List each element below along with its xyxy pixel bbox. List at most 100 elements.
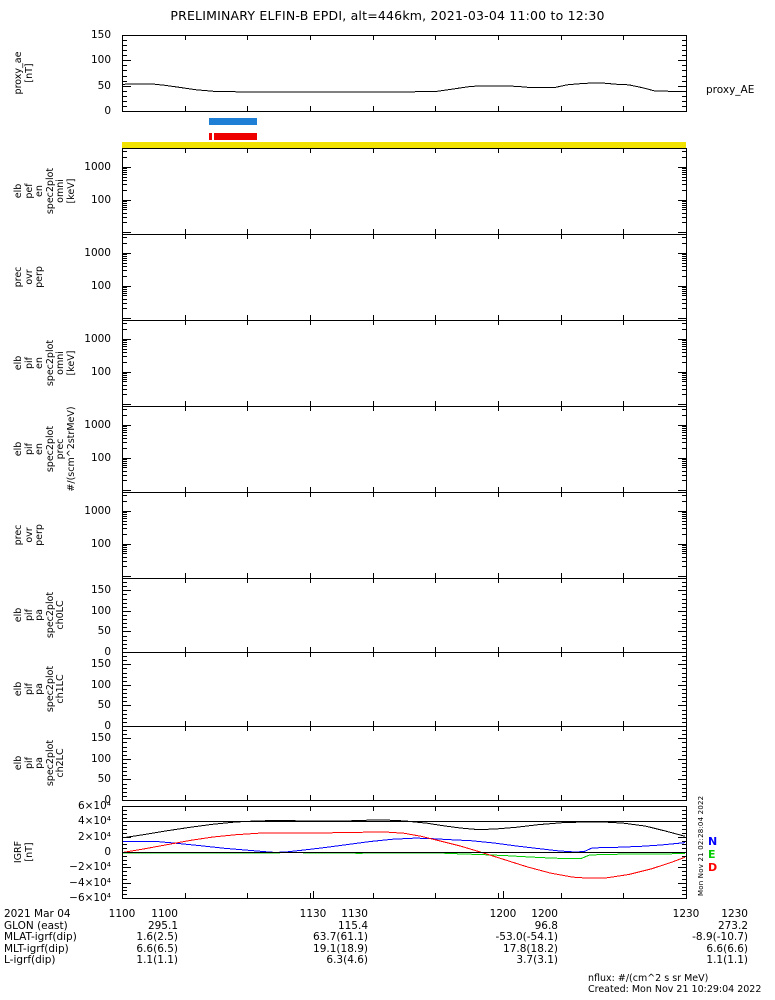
trace-igrf-e [123, 852, 686, 860]
y-tick [682, 65, 686, 66]
y-tick [682, 871, 686, 872]
y-tick [678, 511, 686, 512]
y-tick [678, 111, 686, 112]
y-tick [682, 379, 686, 380]
x-tick [623, 234, 624, 239]
axis-title-line: ovr [23, 269, 35, 285]
x-tick [623, 487, 624, 492]
y-tick [682, 415, 686, 416]
y-tick [682, 381, 686, 382]
y-tick [682, 771, 686, 772]
y-tick [682, 894, 686, 895]
x-tick [310, 893, 311, 898]
x-tick [561, 487, 562, 492]
y-tick [123, 428, 127, 429]
y-tick [123, 615, 127, 616]
y-tick [123, 308, 127, 309]
x-tick [373, 573, 374, 578]
x-tick [435, 806, 436, 811]
x-tick [435, 406, 436, 411]
y-tick [123, 222, 127, 223]
y-tick [682, 352, 686, 353]
y-tick [123, 35, 131, 36]
y-tick [682, 426, 686, 427]
y-tick [682, 763, 686, 764]
x-tick [623, 726, 624, 731]
x-tick [185, 578, 186, 583]
x-tick [561, 492, 562, 497]
y-tick [123, 263, 127, 264]
x-tick [623, 492, 624, 497]
y-tick [123, 553, 127, 554]
axis-title-line: en [34, 185, 45, 197]
x-tick [498, 578, 499, 583]
x-tick [247, 35, 248, 40]
y-tick [678, 253, 686, 254]
x-tick [561, 795, 562, 800]
y-tick [682, 432, 686, 433]
red-science-zone-bar [209, 133, 257, 140]
x-tick [498, 893, 499, 898]
y-tick [682, 170, 686, 171]
ephemeris-cell: 1.1(1.1) [136, 954, 178, 967]
y-tick [123, 864, 127, 865]
x-tick [686, 35, 687, 40]
y-tick [123, 636, 127, 637]
y-tick [682, 40, 686, 41]
y-tick [123, 551, 127, 552]
axis-title-line: pif [23, 356, 35, 370]
y-tick [123, 528, 127, 529]
x-tick [498, 573, 499, 578]
y-tick [123, 590, 131, 591]
y-tick [123, 514, 127, 515]
y-tick [682, 549, 686, 550]
y-tick [678, 318, 686, 319]
ephemeris-cell: 6.6(6.6) [706, 942, 748, 955]
x-tick [247, 578, 248, 583]
x-tick [373, 721, 374, 726]
x-tick [686, 401, 687, 406]
y-tick [682, 551, 686, 552]
y-tick [123, 303, 127, 304]
x-tick [122, 35, 123, 40]
igrf-legend-d: D [708, 861, 718, 874]
x-tick [561, 726, 562, 731]
y-tick [123, 207, 127, 208]
y-tick [123, 342, 127, 343]
y-tick [678, 490, 686, 491]
y-tick [678, 837, 686, 838]
y-tick [682, 742, 686, 743]
x-tick [686, 726, 687, 731]
y-tick [123, 775, 127, 776]
y-tick [123, 362, 127, 363]
x-tick [498, 320, 499, 325]
axis-title-line: [nT] [23, 63, 35, 83]
y-tick [682, 329, 686, 330]
x-tick [435, 893, 436, 898]
y-tick [123, 879, 127, 880]
x-major-tick [686, 891, 687, 898]
y-tick [123, 286, 131, 287]
y-tick [682, 213, 686, 214]
axis-title-line: en [34, 443, 45, 455]
y-tick [123, 203, 127, 204]
axis-title-line: spec2plot [44, 339, 56, 387]
y-tick [123, 425, 131, 426]
trace-igrf-d [123, 831, 686, 879]
x-tick [122, 721, 123, 726]
x-tick [310, 234, 311, 239]
x-tick [623, 573, 624, 578]
axis-title-line: en [34, 357, 45, 369]
y-tick [123, 467, 127, 468]
y-tick [123, 270, 127, 271]
y-tick [123, 512, 127, 513]
x-tick [623, 721, 624, 726]
y-tick [682, 751, 686, 752]
x-tick [435, 578, 436, 583]
x-tick [435, 320, 436, 325]
x-tick [310, 320, 311, 325]
y-tick-label: 50 [97, 624, 111, 637]
x-tick [623, 401, 624, 406]
x-tick [686, 795, 687, 800]
y-tick [678, 685, 686, 686]
